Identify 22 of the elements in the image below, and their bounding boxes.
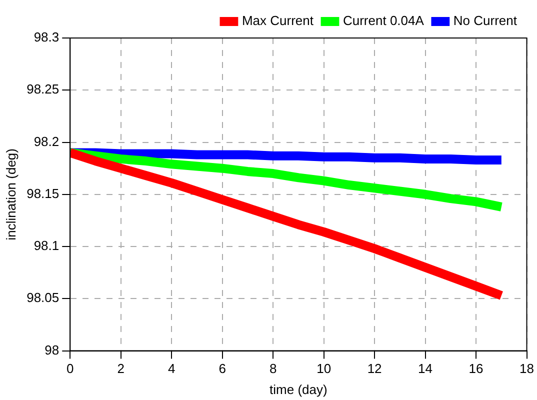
y-tick-label: 98 (44, 342, 60, 358)
x-tick-label: 14 (418, 361, 433, 376)
legend-label: Max Current (242, 13, 314, 28)
y-tick-label: 98.25 (26, 82, 60, 97)
x-tick-label: 0 (66, 361, 74, 376)
x-tick-label: 16 (468, 361, 484, 376)
x-tick-label: 2 (117, 361, 124, 376)
y-tick-label: 98.3 (34, 30, 60, 45)
y-tick-label: 98.15 (26, 186, 60, 201)
legend-label: Current 0.04A (342, 13, 424, 28)
x-tick-label: 10 (316, 361, 332, 376)
y-tick-label: 98.2 (34, 134, 60, 149)
x-tick-label: 4 (168, 361, 176, 376)
x-tick-label: 6 (218, 361, 226, 376)
y-axis-title: inclination (deg) (3, 148, 18, 240)
x-tick-label: 12 (367, 361, 382, 376)
x-axis-title: time (day) (270, 382, 328, 397)
legend-label: No Current (453, 13, 518, 28)
x-tick-label: 8 (269, 361, 277, 376)
y-tick-label: 98.1 (34, 238, 60, 254)
x-tick-label: 18 (520, 361, 534, 376)
y-tick-label: 98.05 (26, 290, 60, 306)
